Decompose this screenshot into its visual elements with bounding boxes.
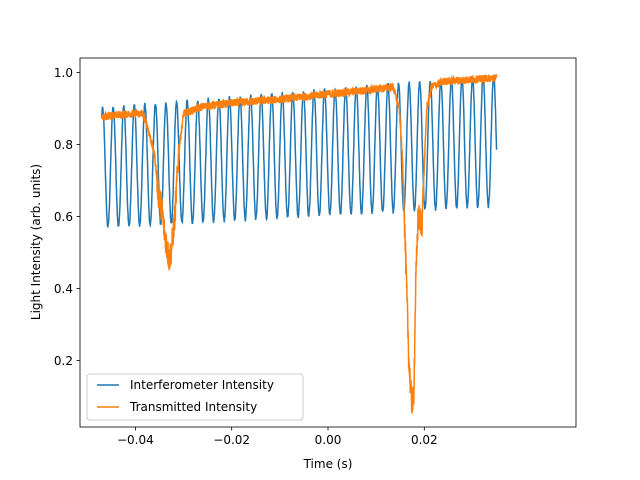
- x-axis-label: Time (s): [303, 457, 353, 471]
- y-tick-label: 0.8: [54, 138, 73, 152]
- x-axis: −0.04 −0.02 0.00 0.02: [117, 427, 438, 447]
- y-tick-label: 0.2: [54, 354, 73, 368]
- y-tick-label: 0.6: [54, 210, 73, 224]
- series-layer: [100, 74, 498, 414]
- legend-box: [86, 373, 304, 421]
- x-tick-label: −0.04: [117, 433, 154, 447]
- x-tick-label: 0.02: [411, 433, 438, 447]
- y-tick-label: 1.0: [54, 66, 73, 80]
- y-axis: 0.2 0.4 0.6 0.8 1.0: [54, 66, 80, 368]
- legend-label-interferometer: Interferometer Intensity: [130, 378, 274, 392]
- y-axis-label: Light Intensity (arb. units): [29, 164, 43, 320]
- y-tick-label: 0.4: [54, 282, 73, 296]
- legend-label-transmitted: Transmitted Intensity: [129, 400, 257, 414]
- x-tick-label: 0.00: [315, 433, 342, 447]
- legend: Interferometer Intensity Transmitted Int…: [86, 373, 304, 421]
- series-transmitted-line: [100, 74, 498, 414]
- x-tick-label: −0.02: [213, 433, 250, 447]
